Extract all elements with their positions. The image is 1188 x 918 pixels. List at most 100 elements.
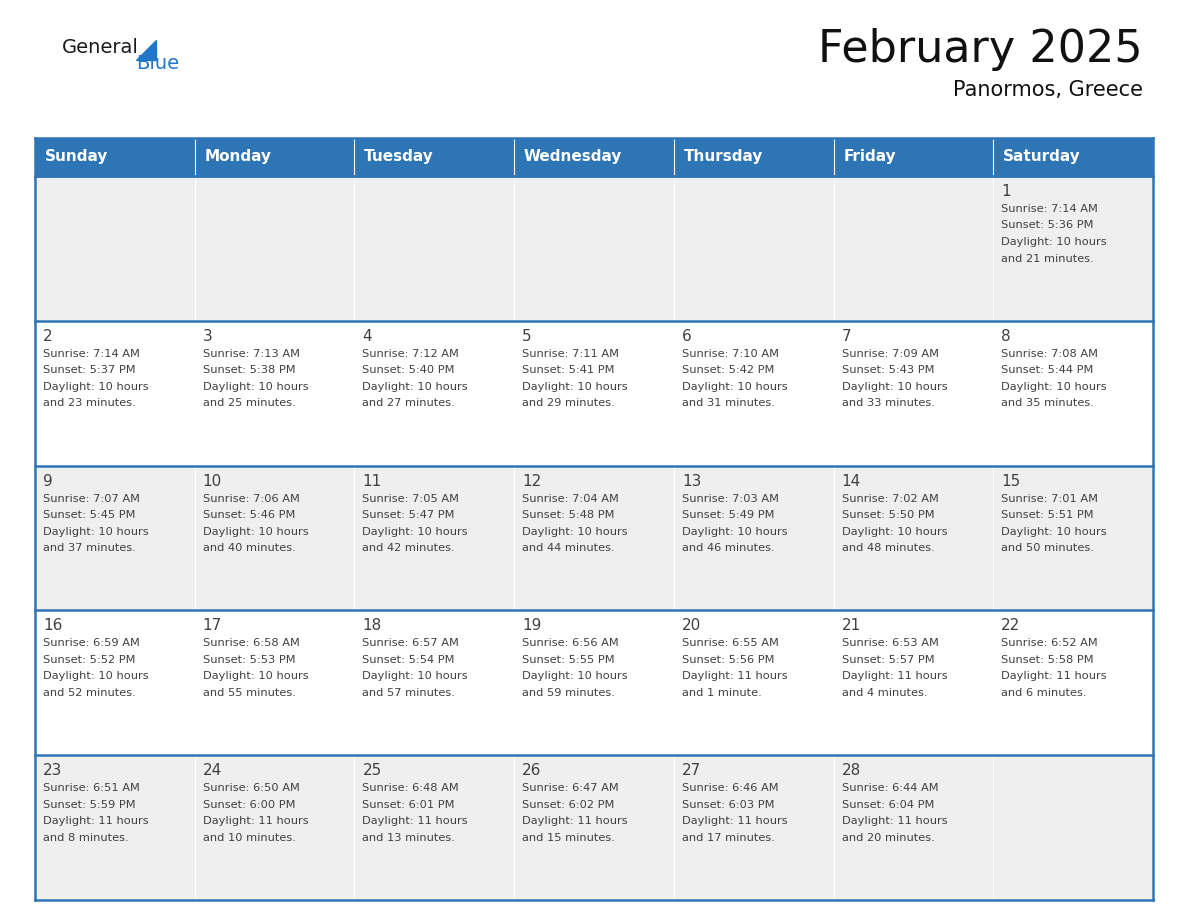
Text: Sunset: 5:50 PM: Sunset: 5:50 PM: [841, 510, 934, 521]
Text: Sunrise: 7:10 AM: Sunrise: 7:10 AM: [682, 349, 779, 359]
Text: Sunset: 5:52 PM: Sunset: 5:52 PM: [43, 655, 135, 665]
Text: Daylight: 10 hours: Daylight: 10 hours: [203, 671, 309, 681]
Text: Sunrise: 6:47 AM: Sunrise: 6:47 AM: [523, 783, 619, 793]
Text: Sunrise: 7:14 AM: Sunrise: 7:14 AM: [43, 349, 140, 359]
Text: 17: 17: [203, 619, 222, 633]
Text: Sunset: 5:37 PM: Sunset: 5:37 PM: [43, 365, 135, 375]
Text: Sunset: 6:04 PM: Sunset: 6:04 PM: [841, 800, 934, 810]
Text: and 42 minutes.: and 42 minutes.: [362, 543, 455, 554]
Text: Daylight: 10 hours: Daylight: 10 hours: [43, 527, 148, 537]
Text: Daylight: 10 hours: Daylight: 10 hours: [43, 382, 148, 392]
Text: Sunrise: 6:44 AM: Sunrise: 6:44 AM: [841, 783, 939, 793]
Text: Wednesday: Wednesday: [524, 150, 623, 164]
Bar: [993, 465, 1154, 610]
Text: Daylight: 10 hours: Daylight: 10 hours: [362, 671, 468, 681]
Text: Sunset: 5:38 PM: Sunset: 5:38 PM: [203, 365, 296, 375]
Text: Sunrise: 7:07 AM: Sunrise: 7:07 AM: [43, 494, 140, 504]
Text: 18: 18: [362, 619, 381, 633]
Text: and 1 minute.: and 1 minute.: [682, 688, 762, 698]
Text: Daylight: 11 hours: Daylight: 11 hours: [682, 816, 788, 826]
Text: and 46 minutes.: and 46 minutes.: [682, 543, 775, 554]
Text: Saturday: Saturday: [1003, 150, 1081, 164]
Text: 13: 13: [682, 474, 701, 488]
Text: Daylight: 10 hours: Daylight: 10 hours: [362, 382, 468, 392]
Text: Sunrise: 7:14 AM: Sunrise: 7:14 AM: [1001, 204, 1098, 214]
Text: Sunset: 5:36 PM: Sunset: 5:36 PM: [1001, 220, 1094, 230]
Text: and 59 minutes.: and 59 minutes.: [523, 688, 615, 698]
Text: Daylight: 10 hours: Daylight: 10 hours: [523, 382, 627, 392]
Text: Sunrise: 7:02 AM: Sunrise: 7:02 AM: [841, 494, 939, 504]
Bar: [674, 320, 834, 465]
Text: 4: 4: [362, 329, 372, 344]
Bar: [993, 756, 1154, 900]
Text: Sunrise: 6:55 AM: Sunrise: 6:55 AM: [682, 638, 778, 648]
Text: Sunrise: 6:59 AM: Sunrise: 6:59 AM: [43, 638, 140, 648]
Bar: [674, 465, 834, 610]
Text: 8: 8: [1001, 329, 1011, 344]
Text: Daylight: 10 hours: Daylight: 10 hours: [203, 382, 309, 392]
Text: 25: 25: [362, 763, 381, 778]
Text: 2: 2: [43, 329, 52, 344]
Bar: [834, 176, 993, 320]
Text: Daylight: 10 hours: Daylight: 10 hours: [523, 671, 627, 681]
Text: Sunset: 5:55 PM: Sunset: 5:55 PM: [523, 655, 614, 665]
Text: Sunset: 5:56 PM: Sunset: 5:56 PM: [682, 655, 775, 665]
Bar: [195, 138, 354, 176]
Text: and 21 minutes.: and 21 minutes.: [1001, 253, 1094, 263]
Text: and 52 minutes.: and 52 minutes.: [43, 688, 135, 698]
Text: Sunrise: 6:50 AM: Sunrise: 6:50 AM: [203, 783, 299, 793]
Text: Sunset: 5:53 PM: Sunset: 5:53 PM: [203, 655, 296, 665]
Text: Sunset: 6:02 PM: Sunset: 6:02 PM: [523, 800, 614, 810]
Bar: [993, 320, 1154, 465]
Text: and 8 minutes.: and 8 minutes.: [43, 833, 128, 843]
Text: 14: 14: [841, 474, 861, 488]
Text: 6: 6: [682, 329, 691, 344]
Text: Sunrise: 7:09 AM: Sunrise: 7:09 AM: [841, 349, 939, 359]
Bar: [834, 138, 993, 176]
Text: Sunrise: 7:12 AM: Sunrise: 7:12 AM: [362, 349, 460, 359]
Text: Daylight: 10 hours: Daylight: 10 hours: [43, 671, 148, 681]
Bar: [354, 610, 514, 756]
Text: Sunrise: 7:13 AM: Sunrise: 7:13 AM: [203, 349, 299, 359]
Bar: [354, 176, 514, 320]
Text: 26: 26: [523, 763, 542, 778]
Text: Daylight: 11 hours: Daylight: 11 hours: [523, 816, 627, 826]
Text: Sunset: 6:00 PM: Sunset: 6:00 PM: [203, 800, 295, 810]
Bar: [993, 610, 1154, 756]
Text: Sunrise: 7:08 AM: Sunrise: 7:08 AM: [1001, 349, 1098, 359]
Bar: [514, 465, 674, 610]
Text: Sunset: 5:54 PM: Sunset: 5:54 PM: [362, 655, 455, 665]
Polygon shape: [135, 40, 156, 60]
Text: 9: 9: [43, 474, 52, 488]
Text: and 15 minutes.: and 15 minutes.: [523, 833, 615, 843]
Text: 19: 19: [523, 619, 542, 633]
Bar: [195, 465, 354, 610]
Bar: [195, 610, 354, 756]
Text: and 17 minutes.: and 17 minutes.: [682, 833, 775, 843]
Text: 28: 28: [841, 763, 861, 778]
Text: Daylight: 10 hours: Daylight: 10 hours: [841, 382, 947, 392]
Text: 7: 7: [841, 329, 851, 344]
Text: Friday: Friday: [843, 150, 896, 164]
Text: Sunset: 5:44 PM: Sunset: 5:44 PM: [1001, 365, 1094, 375]
Text: 27: 27: [682, 763, 701, 778]
Bar: [993, 176, 1154, 320]
Text: General: General: [62, 38, 139, 57]
Text: and 40 minutes.: and 40 minutes.: [203, 543, 296, 554]
Text: Thursday: Thursday: [683, 150, 763, 164]
Text: Sunrise: 7:01 AM: Sunrise: 7:01 AM: [1001, 494, 1098, 504]
Text: and 6 minutes.: and 6 minutes.: [1001, 688, 1087, 698]
Bar: [834, 320, 993, 465]
Text: and 44 minutes.: and 44 minutes.: [523, 543, 614, 554]
Text: Sunrise: 7:03 AM: Sunrise: 7:03 AM: [682, 494, 779, 504]
Text: 10: 10: [203, 474, 222, 488]
Text: and 35 minutes.: and 35 minutes.: [1001, 398, 1094, 409]
Text: Sunset: 5:42 PM: Sunset: 5:42 PM: [682, 365, 775, 375]
Text: 16: 16: [43, 619, 62, 633]
Bar: [514, 176, 674, 320]
Text: Daylight: 11 hours: Daylight: 11 hours: [43, 816, 148, 826]
Text: 15: 15: [1001, 474, 1020, 488]
Text: Sunrise: 6:46 AM: Sunrise: 6:46 AM: [682, 783, 778, 793]
Bar: [514, 138, 674, 176]
Text: Sunrise: 6:58 AM: Sunrise: 6:58 AM: [203, 638, 299, 648]
